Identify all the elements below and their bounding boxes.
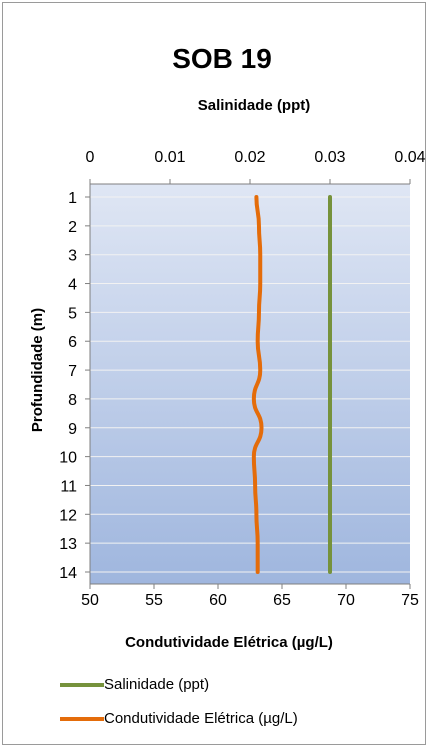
y-tick-label: 8 (68, 392, 77, 409)
top-tick-label: 0 (86, 149, 95, 166)
legend-swatch-salinidade (60, 683, 104, 688)
y-tick-label: 11 (60, 478, 77, 495)
legend-item-condutividade: Condutividade Elétrica (µg/L) (60, 710, 298, 727)
bottom-tick-label: 55 (145, 592, 163, 609)
y-axis-label: Profundidade (m) (29, 308, 46, 432)
bottom-tick-label: 50 (81, 592, 99, 609)
chart-title: SOB 19 (172, 43, 272, 74)
y-tick-label: 9 (68, 421, 77, 438)
bottom-axis-label: Condutividade Elétrica (µg/L) (125, 634, 333, 651)
top-tick-label: 0.01 (154, 149, 185, 166)
y-tick-label: 3 (68, 248, 77, 265)
bottom-tick-label: 75 (401, 592, 419, 609)
bottom-tick-label: 70 (337, 592, 355, 609)
y-tick-label: 12 (59, 507, 77, 524)
top-tick-label: 0.03 (314, 149, 345, 166)
y-tick-label: 6 (68, 334, 77, 351)
y-tick-label: 13 (59, 536, 77, 553)
bottom-tick-label: 60 (209, 592, 227, 609)
top-axis-label: Salinidade (ppt) (198, 97, 311, 114)
condutividade-line (251, 195, 264, 574)
y-tick-label: 10 (59, 450, 77, 467)
legend-label-condutividade: Condutividade Elétrica (µg/L) (104, 710, 298, 727)
y-tick-label: 5 (68, 305, 77, 322)
y-tick-label: 7 (68, 363, 77, 380)
legend-item-salinidade: Salinidade (ppt) (60, 676, 209, 693)
y-tick-label: 4 (68, 277, 77, 294)
top-tick-label: 0.02 (234, 149, 265, 166)
plot-area (90, 184, 410, 584)
y-tick-label: 1 (68, 190, 77, 207)
top-tick-label: 0.04 (394, 149, 425, 166)
legend-label-salinidade: Salinidade (ppt) (104, 676, 210, 693)
legend-swatch-condutividade (60, 717, 104, 722)
y-tick-label: 14 (59, 565, 77, 582)
y-tick-label: 2 (68, 219, 77, 236)
bottom-tick-label: 65 (273, 592, 291, 609)
